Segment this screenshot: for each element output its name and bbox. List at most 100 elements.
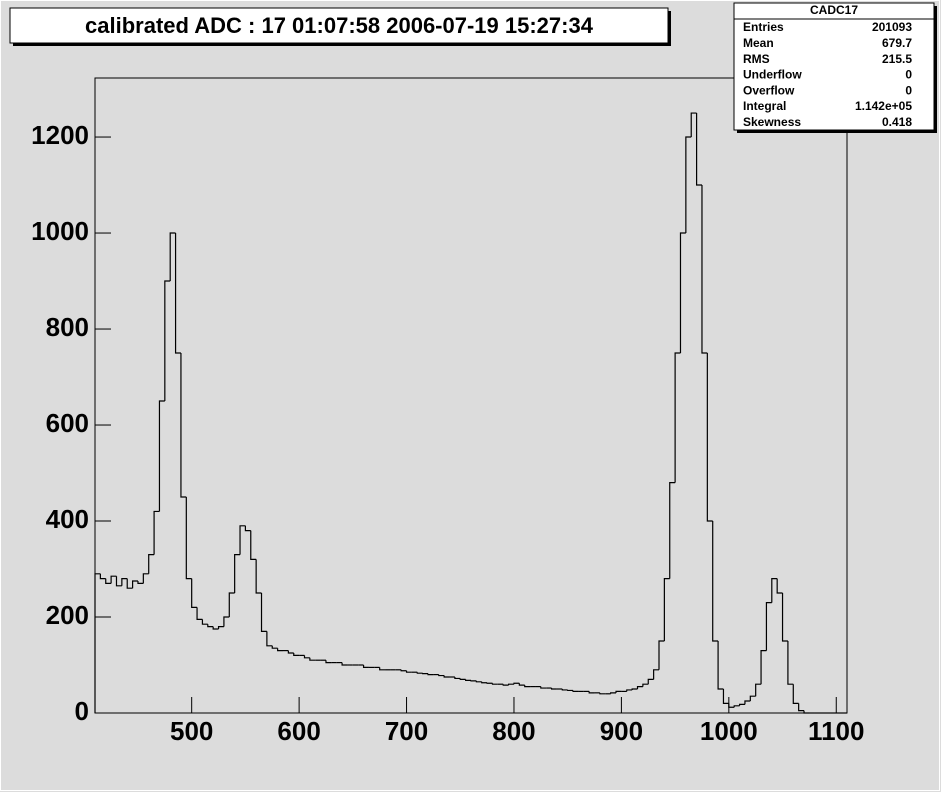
bin [798, 703, 805, 712]
bin [642, 683, 649, 687]
bin [94, 573, 101, 713]
bin [266, 631, 273, 647]
bin [513, 682, 520, 685]
y-tick-label: 200 [46, 600, 89, 630]
bin [217, 626, 224, 630]
title-box [9, 7, 669, 44]
bin [561, 689, 568, 691]
bin [153, 510, 160, 555]
bin [658, 640, 665, 670]
bin [115, 576, 122, 587]
bin [524, 685, 531, 688]
bin [771, 578, 778, 603]
stats-value: 0.418 [882, 115, 912, 129]
bin [169, 232, 176, 282]
bin [717, 641, 724, 690]
bin [540, 686, 547, 689]
bin [459, 678, 466, 681]
x-tick-label: 700 [385, 716, 428, 746]
bin [481, 681, 488, 684]
bin [260, 593, 267, 633]
x-tick-label: 600 [277, 716, 320, 746]
bin [508, 683, 514, 686]
bin [137, 581, 144, 585]
bin [309, 657, 316, 661]
bin [379, 667, 386, 671]
bin [776, 578, 783, 594]
bin [191, 578, 198, 609]
bin [712, 521, 719, 642]
y-tick-label: 1200 [31, 120, 89, 150]
bin [362, 665, 369, 669]
bin [685, 136, 692, 234]
x-tick-label: 1100 [808, 716, 864, 746]
bin [749, 695, 756, 702]
bin [636, 686, 643, 690]
bin [615, 690, 622, 693]
bin [405, 670, 412, 673]
bin [631, 688, 638, 690]
stats-frame [733, 2, 935, 131]
frame [94, 77, 848, 714]
bin [454, 677, 461, 680]
bin [196, 607, 203, 621]
bin [427, 673, 434, 676]
stats-label: Underflow [743, 68, 802, 82]
bin [325, 660, 332, 664]
bin [475, 680, 482, 683]
bin [518, 683, 525, 686]
bin [228, 592, 235, 618]
bin [792, 684, 799, 705]
y-tick-label: 400 [46, 504, 89, 534]
bin [287, 650, 294, 654]
bin [781, 593, 788, 642]
y-tick-label: 800 [46, 312, 89, 342]
bin [185, 497, 192, 580]
stats-title: CADC17 [810, 3, 858, 17]
bin [502, 684, 509, 686]
y-tick-label: 600 [46, 408, 89, 438]
bin [765, 602, 772, 651]
bin [234, 554, 241, 594]
bin [341, 662, 348, 666]
bin [626, 689, 633, 692]
bin [121, 578, 128, 586]
bin [164, 280, 171, 402]
stats-value: 0 [905, 83, 912, 97]
x-tick-label: 800 [492, 716, 535, 746]
bin [610, 692, 617, 694]
bin [303, 655, 310, 659]
bin [244, 525, 251, 532]
bin [255, 559, 262, 594]
bin [572, 690, 579, 693]
bin [653, 669, 659, 680]
bin [550, 688, 557, 690]
stats-value: 215.5 [882, 52, 912, 66]
bin [250, 530, 257, 561]
bin [271, 645, 278, 649]
bin [733, 705, 740, 708]
bin [706, 353, 713, 522]
histogram [94, 112, 847, 714]
bin [663, 578, 670, 642]
stats-value: 679.7 [882, 36, 912, 50]
bin [738, 703, 745, 706]
stats-label: Integral [743, 99, 786, 113]
bin [760, 650, 767, 685]
bin [293, 653, 300, 657]
bin [174, 233, 181, 354]
stats-label: Overflow [743, 83, 795, 97]
bin [239, 525, 246, 555]
bin [180, 353, 187, 498]
bin [99, 573, 106, 580]
bin [416, 672, 423, 674]
stats-box: CADC17 Entries 201093 Mean 679.7 RMS 215.5 Und… [733, 2, 937, 133]
bin [744, 700, 751, 705]
bin [696, 113, 702, 186]
bin [722, 689, 729, 705]
bin [201, 619, 208, 625]
x-tick-label: 900 [600, 716, 643, 746]
bin [803, 710, 810, 714]
x-tick-label: 1000 [700, 716, 758, 746]
